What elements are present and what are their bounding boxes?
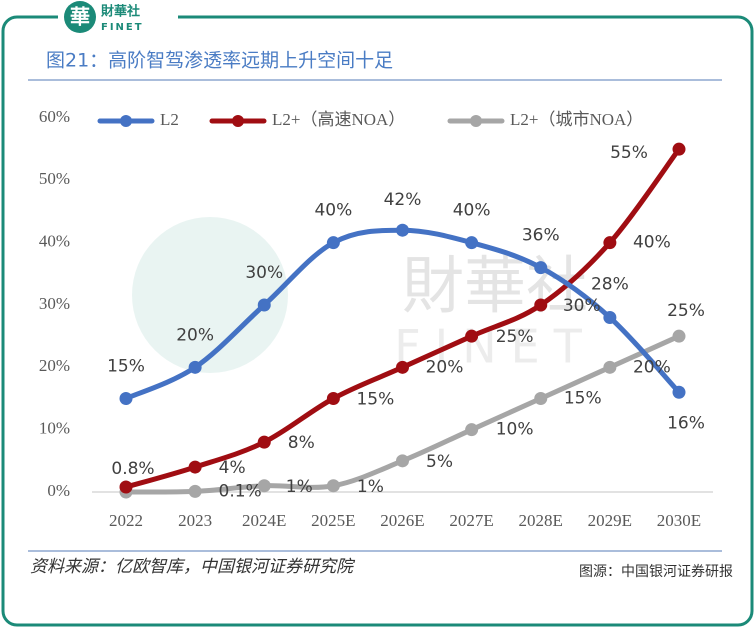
x-tick-label: 2029E [588, 511, 632, 530]
data-label: 0.1% [219, 481, 262, 501]
data-point [188, 484, 202, 498]
data-point [326, 236, 340, 250]
brand: 財華社 [100, 4, 140, 20]
x-tick-label: 2025E [311, 511, 355, 530]
data-label: 1% [357, 477, 384, 497]
y-tick-label: 20% [39, 356, 70, 375]
data-point [534, 392, 548, 405]
data-point [257, 435, 271, 449]
y-tick-label: 50% [39, 169, 70, 188]
data-label: 20% [633, 357, 671, 377]
data-point [396, 454, 409, 468]
data-label: 40% [633, 233, 671, 253]
data-point [465, 423, 479, 437]
data-label: 15% [107, 357, 145, 377]
y-tick-label: 40% [39, 232, 70, 251]
legend-marker [232, 115, 244, 127]
data-label: 40% [453, 201, 491, 221]
data-label: 16% [667, 413, 705, 433]
data-label: 20% [176, 325, 214, 345]
data-point [257, 298, 271, 312]
data-label: 25% [496, 327, 534, 347]
data-label: 40% [314, 201, 352, 221]
data-point [465, 236, 479, 250]
data-label: 25% [667, 301, 705, 321]
legend-label: L2+（城市NOA） [510, 110, 643, 129]
data-label: 8% [288, 433, 315, 453]
data-point [465, 329, 479, 343]
legend-label: L2 [160, 110, 179, 129]
logo-badge [64, 1, 96, 33]
data-label: 42% [384, 190, 422, 210]
data-point [188, 360, 202, 374]
legend-marker [470, 115, 482, 127]
data-label: 28% [591, 274, 629, 294]
logo: 華 [70, 5, 90, 29]
watermark: 財華社 [402, 249, 588, 322]
watermark-badge [132, 217, 288, 373]
credit: 图源：中国银河证券研报 [579, 564, 733, 580]
data-label: 36% [522, 226, 560, 246]
data-point [326, 479, 340, 493]
data-point [534, 298, 548, 312]
x-tick-label: 2027E [449, 511, 493, 530]
data-point [672, 385, 686, 399]
data-point [603, 310, 617, 324]
x-tick-label: 2023 [178, 511, 212, 530]
brand-en: FINET [101, 22, 144, 33]
data-label: 15% [564, 389, 602, 409]
y-tick-label: 0% [47, 481, 70, 500]
y-tick-label: 30% [39, 294, 70, 313]
data-label: 4% [219, 458, 246, 478]
data-point [188, 460, 202, 474]
frame [1, 15, 754, 627]
data-label: 10% [496, 420, 534, 440]
data-point [672, 142, 686, 156]
x-tick-label: 2028E [519, 511, 563, 530]
chart-title: 图21：高阶智驾渗透率远期上升空间十足 [46, 50, 393, 72]
data-point [672, 329, 686, 343]
data-point [326, 392, 340, 405]
data-point [257, 479, 271, 493]
data-label: 0.8% [111, 459, 154, 479]
data-label: 30% [563, 296, 601, 316]
data-point [396, 360, 409, 374]
data-label: 20% [426, 357, 464, 377]
data-label: 15% [356, 390, 394, 410]
x-tick-label: 2022 [109, 511, 143, 530]
data-label: 1% [286, 477, 313, 497]
y-tick-label: 10% [39, 419, 70, 438]
source: 资料来源：亿欧智库，中国银河证券研究院 [30, 557, 356, 577]
y-tick-label: 60% [39, 107, 70, 126]
data-label: 55% [610, 143, 648, 163]
data-point [603, 360, 617, 374]
x-tick-label: 2024E [242, 511, 286, 530]
x-tick-label: 2026E [380, 511, 424, 530]
data-point [534, 261, 548, 275]
data-point [396, 223, 409, 237]
data-point [119, 480, 133, 494]
legend-label: L2+（高速NOA） [272, 110, 405, 129]
data-point [119, 392, 133, 405]
x-tick-label: 2030E [657, 511, 701, 530]
data-point [603, 236, 617, 250]
data-label: 5% [426, 452, 453, 472]
legend-marker [120, 115, 132, 127]
data-label: 30% [245, 263, 283, 283]
